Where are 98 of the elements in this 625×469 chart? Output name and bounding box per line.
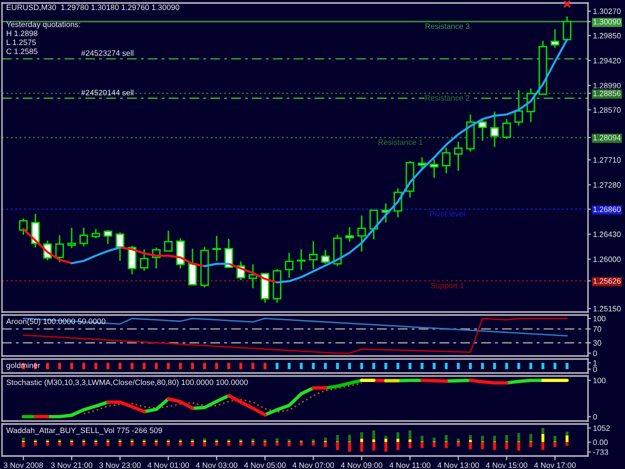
bar	[505, 435, 508, 442]
bar	[566, 442, 569, 446]
bar	[264, 442, 266, 446]
candlestick	[79, 227, 88, 248]
candlestick	[418, 156, 426, 171]
bar	[336, 442, 339, 450]
bar	[566, 435, 569, 442]
bar	[432, 438, 436, 442]
bar	[142, 442, 146, 446]
bar	[420, 442, 424, 448]
bar	[456, 438, 460, 442]
bar	[34, 442, 37, 446]
bar	[541, 442, 544, 450]
bar	[408, 442, 412, 448]
candlestick	[514, 89, 524, 126]
bar	[312, 442, 315, 446]
bar	[420, 436, 424, 442]
candlestick	[321, 249, 330, 264]
candlestick	[550, 28, 560, 48]
bar	[22, 442, 25, 448]
bar	[432, 442, 436, 448]
candlestick	[116, 232, 124, 262]
bar	[276, 438, 279, 442]
candlestick	[104, 229, 112, 245]
bar	[106, 442, 110, 446]
candlestick	[248, 264, 258, 289]
bar	[481, 442, 484, 450]
bar	[456, 442, 460, 446]
candlestick	[430, 158, 438, 179]
candlestick	[140, 248, 148, 272]
candlestick	[212, 235, 221, 262]
bar	[336, 435, 339, 442]
bar	[566, 432, 569, 436]
candlestick	[490, 110, 499, 148]
bar	[203, 442, 206, 446]
bar	[166, 442, 170, 446]
bar	[396, 442, 400, 450]
candlestick	[454, 141, 463, 172]
bar	[348, 434, 352, 442]
bar	[493, 442, 496, 450]
bar	[94, 442, 98, 446]
bar	[468, 440, 472, 442]
bar	[541, 434, 544, 442]
bar	[130, 442, 134, 446]
candlestick	[357, 214, 366, 252]
bar	[215, 442, 218, 446]
bar	[46, 442, 49, 446]
bar	[58, 442, 62, 446]
candlestick	[345, 226, 354, 242]
bar	[493, 436, 496, 442]
candlestick	[92, 228, 100, 239]
bar	[505, 442, 508, 450]
bar	[118, 442, 122, 446]
candlestick	[188, 248, 197, 286]
bar	[288, 442, 291, 446]
bar	[554, 442, 556, 448]
candlestick	[164, 230, 173, 252]
candlestick	[369, 209, 378, 240]
bar	[384, 436, 388, 439]
candlestick	[382, 202, 390, 224]
candlestick	[176, 238, 185, 270]
bar	[22, 438, 25, 441]
candlestick	[478, 119, 487, 142]
candlestick	[309, 240, 318, 270]
candlestick	[502, 118, 511, 140]
candlestick	[55, 234, 64, 263]
bar	[360, 432, 364, 439]
bar	[384, 438, 388, 442]
bar	[384, 442, 388, 452]
bar	[396, 432, 400, 439]
bar	[529, 434, 532, 442]
bar	[408, 430, 412, 440]
bar	[239, 442, 242, 446]
candlestick	[442, 146, 451, 174]
bar	[251, 442, 254, 446]
candlestick	[562, 16, 572, 42]
candlestick	[19, 218, 28, 236]
bar	[541, 428, 544, 434]
bar	[468, 435, 472, 440]
bar	[191, 442, 194, 446]
bar	[324, 438, 327, 442]
bar	[70, 442, 74, 446]
candlestick	[67, 227, 76, 249]
bar	[178, 442, 182, 446]
bar	[554, 436, 556, 442]
bar	[408, 439, 412, 442]
bar	[276, 442, 279, 446]
candlestick	[296, 248, 306, 271]
bar	[481, 436, 484, 442]
bar	[396, 438, 400, 442]
candlestick	[284, 252, 294, 278]
bar	[324, 442, 327, 448]
bar	[360, 442, 364, 452]
bar	[348, 442, 352, 452]
bar	[251, 438, 254, 442]
bar	[529, 442, 532, 448]
bar	[468, 442, 472, 450]
bar	[360, 438, 364, 442]
